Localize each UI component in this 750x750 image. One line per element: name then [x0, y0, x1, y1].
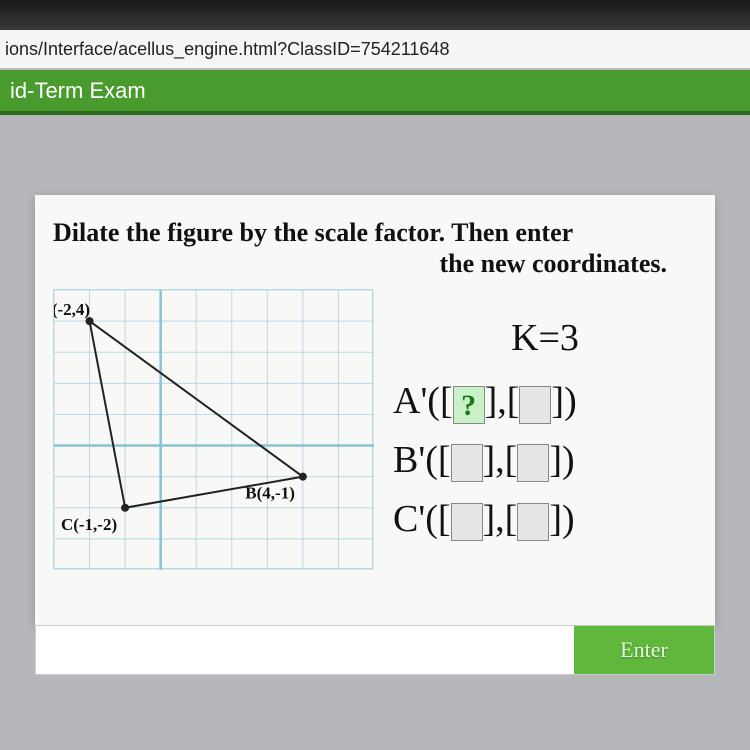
monitor-bezel: [0, 0, 750, 30]
answer-input[interactable]: [36, 626, 574, 674]
coord-y-slot[interactable]: [519, 386, 551, 424]
coord-y-slot[interactable]: [517, 444, 549, 482]
content-area: Dilate the figure by the scale factor. T…: [0, 115, 750, 750]
question-body: A(-2,4)B(4,-1)C(-1,-2) K=3 A'([?],[])B'(…: [53, 289, 697, 569]
graph-svg: A(-2,4) B(4,-1) C(-1,-2): [54, 290, 374, 570]
svg-text:B(4,-1): B(4,-1): [245, 484, 295, 503]
answer-bar: Enter: [35, 625, 715, 675]
enter-button[interactable]: Enter: [574, 626, 714, 674]
coord-label: A'(: [393, 380, 440, 422]
url-text: ions/Interface/acellus_engine.html?Class…: [5, 39, 449, 60]
coord-row-Cprime: C'([],[]): [393, 490, 697, 549]
coord-label: C'(: [393, 498, 438, 540]
question-card: Dilate the figure by the scale factor. T…: [35, 195, 715, 625]
coord-x-slot[interactable]: ?: [453, 386, 485, 424]
question-prompt: Dilate the figure by the scale factor. T…: [53, 217, 697, 279]
coord-y-slot[interactable]: [517, 503, 549, 541]
coord-x-slot[interactable]: [451, 444, 483, 482]
coordinate-graph: A(-2,4) B(4,-1) C(-1,-2): [53, 289, 373, 569]
scale-factor: K=3: [393, 309, 697, 368]
coord-x-slot[interactable]: [451, 503, 483, 541]
coord-row-Aprime: A'([?],[]): [393, 372, 697, 431]
svg-text:C(-1,-2): C(-1,-2): [61, 515, 117, 534]
prompt-line-2: the new coordinates.: [53, 248, 697, 279]
answer-panel: K=3 A'([?],[])B'([],[])C'([],[]): [393, 289, 697, 569]
exam-title: id-Term Exam: [10, 78, 146, 104]
coord-label: B'(: [393, 439, 438, 481]
prompt-line-1: Dilate the figure by the scale factor. T…: [53, 218, 573, 247]
svg-text:A(-2,4): A(-2,4): [54, 300, 90, 319]
coord-row-Bprime: B'([],[]): [393, 431, 697, 490]
url-bar: ions/Interface/acellus_engine.html?Class…: [0, 30, 750, 70]
exam-title-bar: id-Term Exam: [0, 70, 750, 115]
